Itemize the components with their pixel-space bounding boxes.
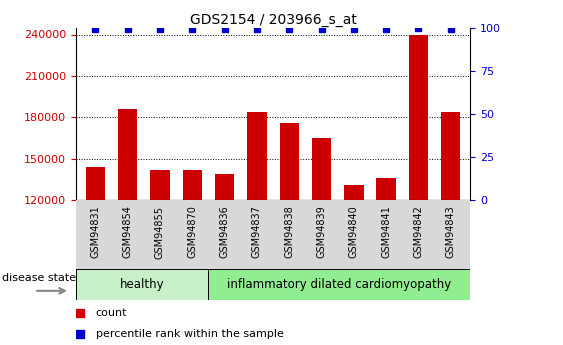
Bar (118, 109, 137, 345)
Text: healthy: healthy (120, 278, 164, 291)
Text: GSM94839: GSM94839 (316, 206, 327, 258)
Text: inflammatory dilated cardiomyopathy: inflammatory dilated cardiomyopathy (227, 278, 452, 291)
Text: percentile rank within the sample: percentile rank within the sample (96, 329, 284, 339)
Text: GSM94831: GSM94831 (91, 206, 100, 258)
Text: GSM94842: GSM94842 (413, 206, 423, 258)
Text: GSM94837: GSM94837 (252, 206, 262, 258)
Text: GSM94843: GSM94843 (446, 206, 455, 258)
Text: GSM94855: GSM94855 (155, 206, 165, 259)
Text: GSM94840: GSM94840 (349, 206, 359, 258)
Bar (441, 112, 461, 345)
Bar (150, 170, 169, 345)
Bar (344, 185, 364, 345)
Bar (215, 174, 234, 345)
Text: GSM94836: GSM94836 (220, 206, 230, 258)
Bar (76, 269, 208, 300)
Bar (208, 269, 470, 300)
Bar (182, 170, 202, 345)
Title: GDS2154 / 203966_s_at: GDS2154 / 203966_s_at (190, 12, 356, 27)
Text: count: count (96, 308, 127, 318)
Text: disease state: disease state (2, 273, 75, 283)
Text: GSM94838: GSM94838 (284, 206, 294, 258)
Text: GSM94841: GSM94841 (381, 206, 391, 258)
Bar (279, 123, 299, 345)
Bar (409, 34, 428, 345)
Text: GSM94870: GSM94870 (187, 206, 197, 258)
Bar (377, 178, 396, 345)
Bar (86, 167, 105, 345)
Text: GSM94854: GSM94854 (123, 206, 133, 258)
Bar (247, 112, 267, 345)
Bar (312, 138, 331, 345)
